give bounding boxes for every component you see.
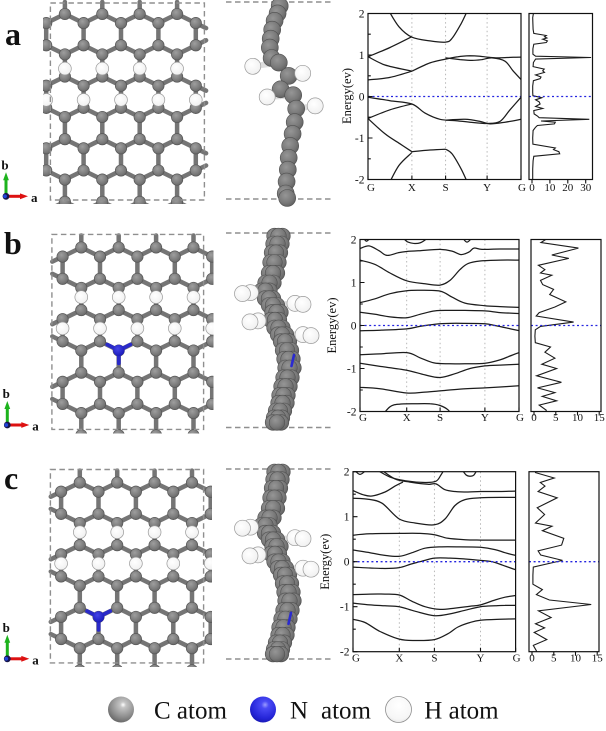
svg-text:a: a xyxy=(31,190,38,205)
svg-text:10: 10 xyxy=(544,182,556,194)
svg-text:G: G xyxy=(518,182,526,194)
svg-text:0: 0 xyxy=(529,182,535,194)
svg-text:1: 1 xyxy=(359,50,365,62)
svg-text:Y: Y xyxy=(477,653,485,665)
svg-text:1: 1 xyxy=(344,512,350,524)
svg-text:10: 10 xyxy=(572,412,584,424)
svg-text:1: 1 xyxy=(351,278,357,290)
svg-text:10: 10 xyxy=(570,653,582,665)
svg-text:a: a xyxy=(5,16,21,52)
svg-text:S: S xyxy=(431,653,437,665)
svg-text:2: 2 xyxy=(359,9,365,21)
svg-text:S: S xyxy=(443,182,449,194)
svg-text:H atom: H atom xyxy=(424,698,499,725)
svg-text:c: c xyxy=(4,460,18,496)
svg-text:2: 2 xyxy=(344,467,350,479)
svg-text:a: a xyxy=(32,419,39,434)
svg-text:X: X xyxy=(408,182,416,194)
svg-text:-2: -2 xyxy=(355,175,365,187)
svg-text:X: X xyxy=(403,412,411,424)
svg-text:-1: -1 xyxy=(355,133,365,145)
svg-text:Y: Y xyxy=(481,412,489,424)
svg-text:G: G xyxy=(516,412,524,424)
svg-text:0: 0 xyxy=(344,557,350,569)
svg-text:Energy(ev): Energy(ev) xyxy=(318,534,332,590)
svg-text:G: G xyxy=(513,653,521,665)
svg-text:-1: -1 xyxy=(347,364,357,376)
svg-text:a: a xyxy=(32,652,39,667)
svg-text:20: 20 xyxy=(562,182,574,194)
svg-text:2: 2 xyxy=(351,235,357,247)
svg-text:Y: Y xyxy=(483,182,491,194)
svg-text:S: S xyxy=(437,412,443,424)
svg-text:G: G xyxy=(359,412,367,424)
svg-text:0: 0 xyxy=(531,412,537,424)
svg-text:b: b xyxy=(3,620,10,635)
svg-text:G: G xyxy=(352,653,360,665)
svg-text:15: 15 xyxy=(592,653,604,665)
svg-text:C atom: C atom xyxy=(154,698,227,725)
svg-text:b: b xyxy=(1,157,8,172)
svg-text:Energy(ev): Energy(ev) xyxy=(340,68,354,124)
svg-text:b: b xyxy=(4,225,22,261)
svg-text:5: 5 xyxy=(553,412,559,424)
svg-text:G: G xyxy=(367,182,375,194)
svg-text:b: b xyxy=(3,386,10,401)
svg-text:0: 0 xyxy=(351,321,357,333)
svg-text:N: N xyxy=(290,698,308,725)
svg-text:0: 0 xyxy=(359,92,365,104)
svg-text:-1: -1 xyxy=(340,602,350,614)
svg-text:0: 0 xyxy=(529,653,535,665)
svg-text:Energy(ev): Energy(ev) xyxy=(325,298,339,354)
svg-text:atom: atom xyxy=(321,698,372,725)
svg-text:15: 15 xyxy=(594,412,606,424)
svg-text:X: X xyxy=(395,653,403,665)
svg-text:-2: -2 xyxy=(347,407,357,419)
svg-text:30: 30 xyxy=(580,182,592,194)
svg-text:5: 5 xyxy=(551,653,557,665)
svg-text:-2: -2 xyxy=(340,647,350,659)
